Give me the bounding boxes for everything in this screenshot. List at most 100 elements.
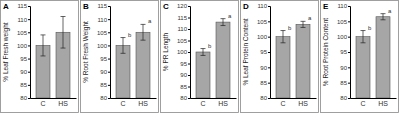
y-tick-label: 80	[100, 95, 107, 101]
y-tick-mark	[188, 64, 190, 65]
y-tick-mark	[268, 83, 270, 84]
y-tick-label: 85	[260, 80, 267, 86]
y-tick: 80	[180, 95, 190, 101]
bar	[296, 24, 310, 98]
y-tick-mark	[188, 18, 190, 19]
y-tick: 115	[17, 3, 30, 9]
y-tick-label: 95	[180, 61, 187, 67]
x-tick: C	[360, 98, 365, 107]
y-tick-label: 90	[180, 72, 187, 78]
error-cap	[61, 48, 66, 49]
error-line	[123, 38, 124, 54]
panel-frame	[81, 1, 159, 113]
y-tick: 100	[257, 34, 270, 40]
y-tick-label: 100	[337, 34, 348, 40]
x-axis: CHS	[271, 98, 317, 107]
y-tick: 90	[340, 65, 350, 71]
y-tick: 110	[337, 3, 350, 9]
significance-label: a	[148, 18, 152, 24]
y-tick: 100	[97, 43, 110, 49]
plot: 80859095100105110115120CHSba	[177, 3, 237, 107]
y-tick-label: 85	[340, 80, 347, 86]
y-tick: 100	[337, 34, 350, 40]
x-tick-label: HS	[138, 100, 148, 107]
significance-label: b	[288, 25, 292, 31]
y-tick-mark	[28, 98, 30, 99]
y-tick-mark	[28, 45, 30, 46]
error-cap	[381, 19, 386, 20]
y-axis-line	[348, 7, 351, 99]
y-tick: 85	[340, 80, 350, 86]
error-cap	[301, 21, 306, 22]
error-cap	[381, 13, 386, 14]
significance-label: b	[368, 25, 372, 31]
plot: 80859095100105110115CHS	[17, 3, 77, 107]
x-tick-label: C	[200, 100, 205, 107]
y-tick-label: 80	[260, 95, 267, 101]
x-tick-label: HS	[378, 100, 388, 107]
y-tick: 100	[177, 49, 190, 55]
y-tick-mark	[348, 37, 350, 38]
y-tick-mark	[348, 67, 350, 68]
y-tick-mark	[28, 72, 30, 73]
error-cap	[201, 55, 206, 56]
x-tick-label: C	[280, 100, 285, 107]
error-cap	[201, 48, 206, 49]
y-tick-mark	[348, 98, 350, 99]
y-tick-mark	[108, 85, 110, 86]
error-line	[203, 49, 204, 56]
panel: 80859095100105110115CHSbaB% Root Fresh W…	[81, 1, 159, 113]
y-tick-label: 105	[257, 19, 268, 25]
y-tick-label: 90	[100, 69, 107, 75]
y-tick-mark	[188, 6, 190, 7]
y-tick: 115	[97, 3, 110, 9]
error-cap	[121, 53, 126, 54]
y-tick-label: 110	[257, 3, 267, 9]
y-tick: 80	[340, 95, 350, 101]
y-tick: 105	[177, 38, 190, 44]
y-tick-mark	[28, 6, 30, 7]
y-tick-mark	[188, 75, 190, 76]
x-tick: HS	[218, 98, 228, 107]
y-tick-mark	[28, 59, 30, 60]
error-line	[143, 24, 144, 40]
y-tick-label: 90	[20, 69, 27, 75]
bar	[136, 32, 150, 98]
x-tick-label: C	[360, 100, 365, 107]
y-axis-title: % Leaf Protein Content	[242, 18, 249, 85]
y-tick: 110	[17, 17, 30, 23]
y-tick-label: 115	[97, 3, 107, 9]
y-axis-line	[268, 7, 271, 99]
y-tick-label: 90	[340, 65, 347, 71]
y-tick-mark	[108, 98, 110, 99]
error-cap	[121, 37, 126, 38]
y-axis: 80859095100105110	[257, 3, 271, 101]
y-tick: 110	[257, 3, 270, 9]
error-cap	[301, 27, 306, 28]
y-axis: 80859095100105110115	[97, 3, 111, 101]
error-cap	[141, 40, 146, 41]
significance-label: a	[228, 13, 232, 19]
y-axis-line	[28, 7, 31, 99]
x-tick: C	[280, 98, 285, 107]
bar	[376, 17, 390, 98]
y-tick: 85	[180, 84, 190, 90]
x-tick: HS	[58, 98, 68, 107]
x-tick: HS	[138, 98, 148, 107]
error-line	[43, 35, 44, 56]
y-tick-label: 105	[17, 30, 28, 36]
x-axis: CHS	[111, 98, 157, 107]
y-tick: 120	[177, 3, 190, 9]
bar	[356, 37, 370, 98]
y-axis-title: % Leaf Fresh weight	[2, 22, 10, 81]
error-bar	[141, 24, 146, 40]
y-tick-mark	[108, 45, 110, 46]
error-line	[223, 19, 224, 26]
significance-label: b	[128, 32, 132, 38]
error-bar	[121, 38, 126, 54]
panel-frame	[1, 1, 79, 113]
y-tick-label: 95	[340, 49, 347, 55]
x-axis: C HS	[351, 98, 397, 107]
y-axis-line	[188, 7, 191, 99]
x-tick-label: C	[40, 100, 45, 107]
